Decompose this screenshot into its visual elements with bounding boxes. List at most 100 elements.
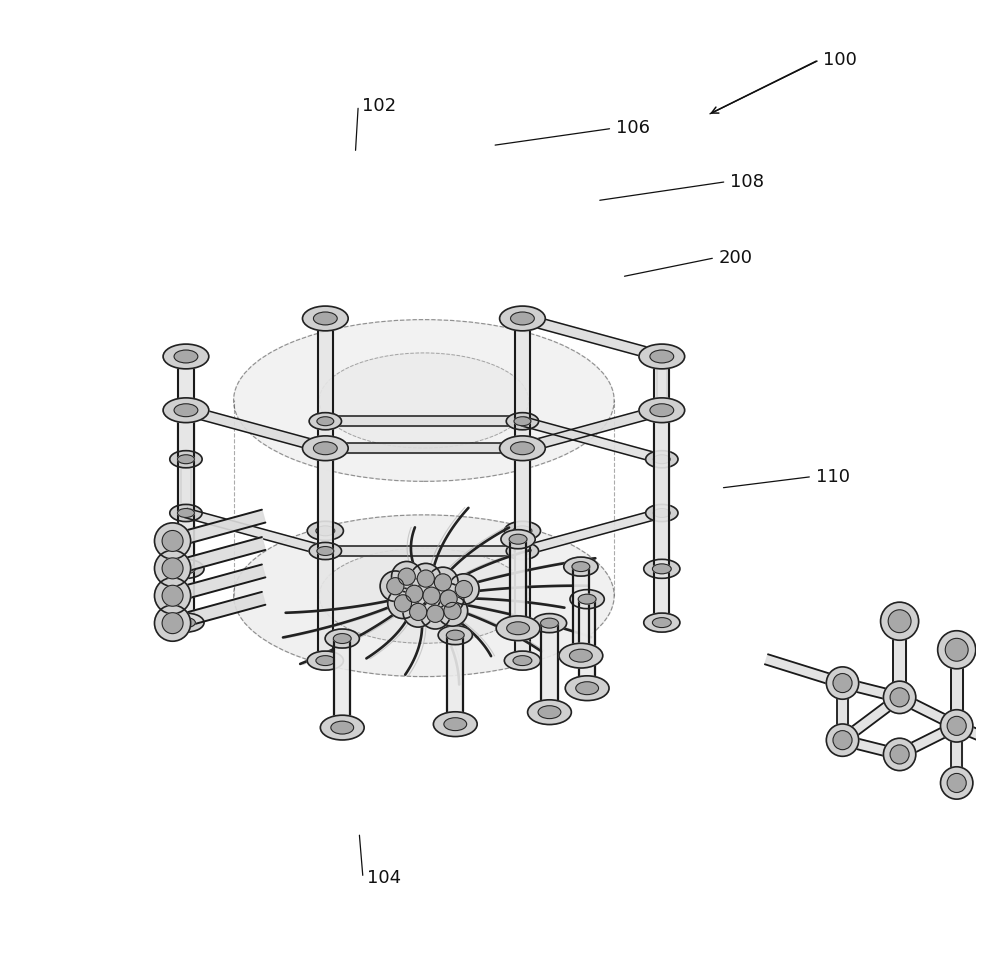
Polygon shape bbox=[318, 448, 333, 660]
Circle shape bbox=[398, 568, 415, 586]
Ellipse shape bbox=[644, 559, 680, 578]
Text: 102: 102 bbox=[362, 97, 396, 115]
Ellipse shape bbox=[320, 715, 364, 740]
Ellipse shape bbox=[646, 451, 678, 468]
Text: 108: 108 bbox=[730, 172, 764, 190]
Ellipse shape bbox=[578, 594, 596, 604]
Text: 100: 100 bbox=[823, 51, 857, 69]
Circle shape bbox=[998, 733, 1000, 766]
Ellipse shape bbox=[178, 508, 194, 518]
Ellipse shape bbox=[559, 643, 603, 668]
Polygon shape bbox=[841, 678, 901, 702]
Circle shape bbox=[890, 688, 909, 707]
Ellipse shape bbox=[644, 613, 680, 633]
Ellipse shape bbox=[302, 306, 348, 331]
Polygon shape bbox=[839, 693, 903, 745]
Ellipse shape bbox=[163, 345, 209, 368]
Circle shape bbox=[826, 724, 859, 756]
Polygon shape bbox=[579, 599, 595, 688]
Circle shape bbox=[420, 598, 451, 629]
Ellipse shape bbox=[319, 548, 529, 643]
Polygon shape bbox=[657, 356, 667, 411]
Ellipse shape bbox=[302, 435, 348, 460]
Circle shape bbox=[162, 586, 183, 606]
Circle shape bbox=[155, 550, 191, 587]
Ellipse shape bbox=[316, 656, 335, 665]
Polygon shape bbox=[893, 621, 906, 698]
Ellipse shape bbox=[501, 529, 535, 548]
Circle shape bbox=[941, 767, 973, 799]
Text: 104: 104 bbox=[367, 869, 401, 887]
Ellipse shape bbox=[168, 559, 204, 578]
Circle shape bbox=[945, 638, 968, 661]
Text: 110: 110 bbox=[816, 468, 850, 485]
Ellipse shape bbox=[514, 546, 531, 555]
Polygon shape bbox=[951, 659, 963, 725]
Circle shape bbox=[423, 588, 440, 604]
Circle shape bbox=[833, 730, 852, 749]
Ellipse shape bbox=[650, 350, 674, 363]
Ellipse shape bbox=[316, 526, 335, 536]
Circle shape bbox=[440, 590, 457, 607]
Polygon shape bbox=[897, 722, 959, 759]
Ellipse shape bbox=[504, 522, 541, 541]
Circle shape bbox=[417, 570, 434, 588]
Ellipse shape bbox=[333, 634, 351, 643]
Polygon shape bbox=[447, 635, 463, 724]
Circle shape bbox=[434, 574, 451, 591]
Circle shape bbox=[411, 564, 441, 593]
Ellipse shape bbox=[170, 504, 202, 522]
Ellipse shape bbox=[331, 722, 354, 734]
Polygon shape bbox=[837, 683, 848, 740]
Circle shape bbox=[433, 584, 464, 613]
Polygon shape bbox=[325, 546, 522, 556]
Polygon shape bbox=[541, 623, 558, 712]
Circle shape bbox=[833, 674, 852, 693]
Ellipse shape bbox=[433, 712, 477, 737]
Ellipse shape bbox=[496, 616, 540, 640]
Circle shape bbox=[410, 603, 427, 620]
Circle shape bbox=[947, 773, 966, 792]
Polygon shape bbox=[510, 539, 526, 628]
Polygon shape bbox=[325, 443, 522, 454]
Text: 106: 106 bbox=[616, 120, 650, 138]
Polygon shape bbox=[185, 405, 327, 454]
Ellipse shape bbox=[178, 455, 194, 464]
Ellipse shape bbox=[513, 526, 532, 536]
Ellipse shape bbox=[174, 350, 198, 363]
Ellipse shape bbox=[511, 312, 534, 324]
Circle shape bbox=[162, 612, 183, 634]
Polygon shape bbox=[654, 356, 669, 568]
Ellipse shape bbox=[174, 404, 198, 416]
Ellipse shape bbox=[438, 626, 472, 645]
Circle shape bbox=[155, 578, 191, 613]
Circle shape bbox=[394, 594, 412, 612]
Ellipse shape bbox=[572, 562, 590, 571]
Polygon shape bbox=[573, 567, 589, 656]
Circle shape bbox=[437, 595, 468, 626]
Polygon shape bbox=[521, 405, 663, 454]
Ellipse shape bbox=[504, 651, 541, 670]
Ellipse shape bbox=[653, 508, 670, 518]
Ellipse shape bbox=[500, 306, 545, 331]
Polygon shape bbox=[657, 459, 667, 513]
Ellipse shape bbox=[564, 557, 598, 576]
Circle shape bbox=[883, 738, 916, 770]
Polygon shape bbox=[178, 411, 194, 623]
Ellipse shape bbox=[652, 617, 671, 628]
Ellipse shape bbox=[317, 546, 334, 555]
Circle shape bbox=[881, 602, 919, 640]
Circle shape bbox=[947, 717, 966, 735]
Ellipse shape bbox=[511, 442, 534, 455]
Polygon shape bbox=[654, 411, 669, 623]
Ellipse shape bbox=[652, 564, 671, 574]
Circle shape bbox=[890, 745, 909, 764]
Polygon shape bbox=[325, 416, 522, 426]
Ellipse shape bbox=[313, 442, 337, 455]
Polygon shape bbox=[951, 725, 962, 783]
Circle shape bbox=[392, 562, 422, 592]
Ellipse shape bbox=[506, 412, 539, 430]
Ellipse shape bbox=[177, 564, 195, 574]
Ellipse shape bbox=[576, 681, 599, 695]
Polygon shape bbox=[178, 356, 194, 568]
